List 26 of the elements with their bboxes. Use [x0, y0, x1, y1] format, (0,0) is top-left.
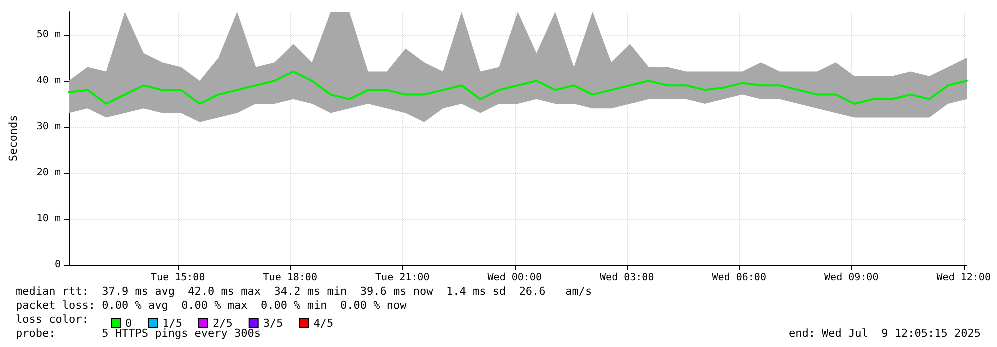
x-tick-label: Wed 00:00: [488, 272, 542, 284]
text: probe: 5 HTTPS pings every 300s: [16, 327, 262, 340]
text: end: Wed Jul 9 12:05:15 2025: [788, 327, 982, 340]
y-tick-label: 50 m: [36, 30, 61, 40]
legend-label: 4/5: [314, 317, 334, 330]
legend-label: 2/5: [212, 317, 233, 330]
legend-label: 3/5: [263, 317, 284, 330]
y-tick-label: 40 m: [36, 76, 61, 86]
x-tick-label: Wed 06:00: [712, 272, 766, 284]
y-tick-label: 10 m: [36, 214, 61, 224]
line-series: [68, 70, 968, 105]
legend-label: 1/5: [162, 317, 182, 330]
x-tick-label: Tue 18:00: [263, 272, 318, 284]
legend-title: loss color:: [16, 313, 89, 326]
text: packet loss: 0.00 % avg 0.00 % max 0.00 % min 0.00 % now: [16, 299, 408, 312]
x-tick-label: Tue 15:00: [151, 272, 206, 284]
legend-label: 0: [126, 317, 132, 330]
y-tick-label: 20 m: [36, 168, 61, 178]
x-tick-label: Wed 09:00: [824, 272, 879, 284]
y-tick-label: 30 m: [36, 122, 61, 132]
text: median rtt: 37.9 ms avg 42.0 ms max 34.2 ms min 39.6 ms now 1.4 ms sd 26.6 am/s: [16, 285, 592, 298]
x-tick-label: Wed 03:00: [600, 272, 654, 284]
x-tick-label: Wed 12:00: [936, 272, 991, 284]
y-tick-label: 0: [54, 260, 61, 270]
x-tick-label: Tue 21:00: [376, 272, 430, 284]
y-axis-title: Seconds: [7, 115, 20, 162]
